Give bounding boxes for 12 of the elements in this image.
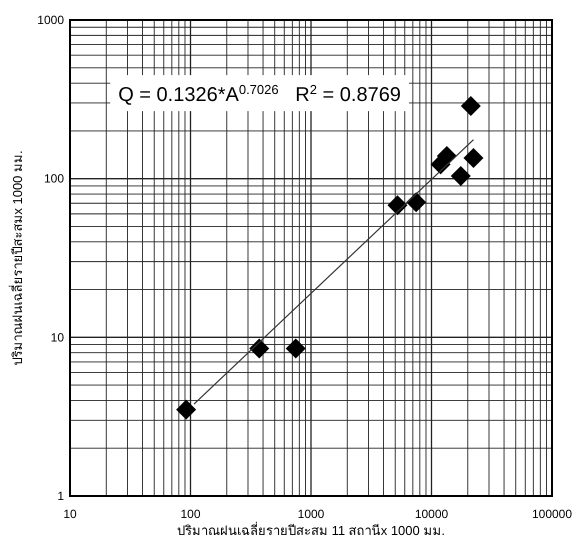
x-tick-label: 1000: [298, 507, 325, 521]
x-tick-label: 10000: [414, 507, 449, 521]
annotation-box: Q = 0.1326*A$^{0.7026}$ R$^{2}$ = 0.8769: [110, 75, 409, 112]
x-tick-label: 100000: [532, 507, 572, 521]
y-axis-title: ปริมาณฝนเฉลี่ยรายปีสะสมx 1000 มม.: [9, 150, 25, 366]
x-tick-label: 10: [63, 507, 77, 521]
y-tick-label: 100: [44, 172, 64, 186]
x-tick-label: 100: [180, 507, 201, 521]
y-tick-label: 1: [57, 489, 64, 503]
y-tick-label: 10: [50, 330, 64, 344]
y-tick-label: 1000: [37, 13, 64, 27]
x-axis-title: ปริมาณฝนเฉลี่ยรายปีสะสม 11 สถานีx 1000 มม.: [177, 522, 445, 538]
